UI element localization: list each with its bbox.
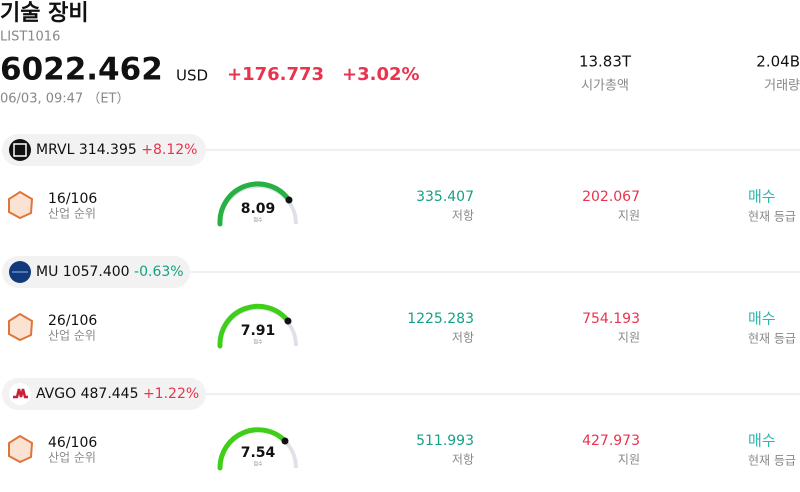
rank-label: 산업 순위: [48, 329, 96, 343]
gauge-fill: [217, 427, 288, 471]
logo: [9, 139, 31, 161]
gauge-dot: [281, 437, 289, 445]
score: 7.91: [241, 323, 276, 339]
logo-mark: [13, 388, 28, 399]
stock-price: 1057.400: [63, 264, 130, 280]
rank: 46/106: [48, 435, 97, 451]
resistance: 511.993: [416, 433, 474, 449]
rank: 26/106: [48, 313, 97, 329]
rating-label: 현재 등급: [748, 332, 796, 346]
stock-change: +1.22%: [143, 386, 199, 402]
resistance: 1225.283: [407, 311, 474, 327]
support: 427.973: [582, 433, 640, 449]
support: 202.067: [582, 189, 640, 205]
stock-price: 314.395: [79, 142, 137, 158]
score-label: 점수: [253, 339, 263, 346]
gauge-fill: [217, 181, 292, 227]
code: LIST1016: [0, 30, 60, 45]
support: 754.193: [582, 311, 640, 327]
rank: 16/106: [48, 191, 97, 207]
support-label: 지원: [618, 209, 640, 223]
chip[interactable]: [2, 134, 206, 166]
resistance-label: 저항: [452, 209, 474, 223]
stock-price: 487.445: [81, 386, 139, 402]
title: 기술 장비: [0, 1, 89, 26]
score: 8.09: [241, 201, 276, 217]
rank-icon: [8, 434, 34, 464]
rank-icon: [8, 190, 34, 220]
rating-label: 현재 등급: [748, 210, 796, 224]
change-pct: +3.02%: [342, 64, 420, 85]
stock-change: +8.12%: [141, 142, 197, 158]
score-label: 점수: [253, 217, 263, 224]
rank-label: 산업 순위: [48, 207, 96, 221]
stock-change: -0.63%: [134, 264, 184, 280]
ticker-line: MU 1057.400 -0.63%: [36, 264, 184, 280]
volume: 2.04B: [756, 53, 800, 71]
rating: 매수: [748, 310, 776, 328]
chip[interactable]: [2, 256, 190, 288]
rating: 매수: [748, 188, 776, 206]
currency: USD: [176, 67, 208, 85]
ticker: MU: [36, 264, 58, 280]
logo-group: [9, 261, 31, 283]
ticker-line: AVGO 487.445 +1.22%: [36, 386, 199, 402]
resistance: 335.407: [416, 189, 474, 205]
rating-label: 현재 등급: [748, 454, 796, 468]
logo-group: [9, 139, 31, 161]
resistance-label: 저항: [452, 453, 474, 467]
logo-mark: [13, 143, 27, 157]
score: 7.54: [241, 445, 276, 461]
market-cap-label: 시가총액: [581, 79, 629, 94]
volume-label: 거래량: [764, 79, 800, 94]
rank-label: 산업 순위: [48, 451, 96, 465]
price: 6022.462: [0, 52, 163, 88]
ticker: MRVL: [36, 142, 75, 158]
gauge-dot: [284, 317, 292, 325]
gauge-fill: [217, 303, 291, 349]
timestamp: 06/03, 09:47 （ET）: [0, 92, 129, 107]
logo-group: [9, 383, 31, 405]
support-label: 지원: [618, 331, 640, 345]
rank-icon: [8, 312, 34, 342]
gauge-dot: [285, 196, 293, 204]
support-label: 지원: [618, 453, 640, 467]
market-cap: 13.83T: [579, 53, 632, 71]
rating: 매수: [748, 432, 776, 450]
resistance-label: 저항: [452, 331, 474, 345]
ticker: AVGO: [36, 386, 76, 402]
ticker-line: MRVL 314.395 +8.12%: [36, 142, 197, 158]
change: +176.773: [227, 64, 324, 85]
chip[interactable]: [2, 378, 206, 410]
score-label: 점수: [253, 461, 263, 468]
